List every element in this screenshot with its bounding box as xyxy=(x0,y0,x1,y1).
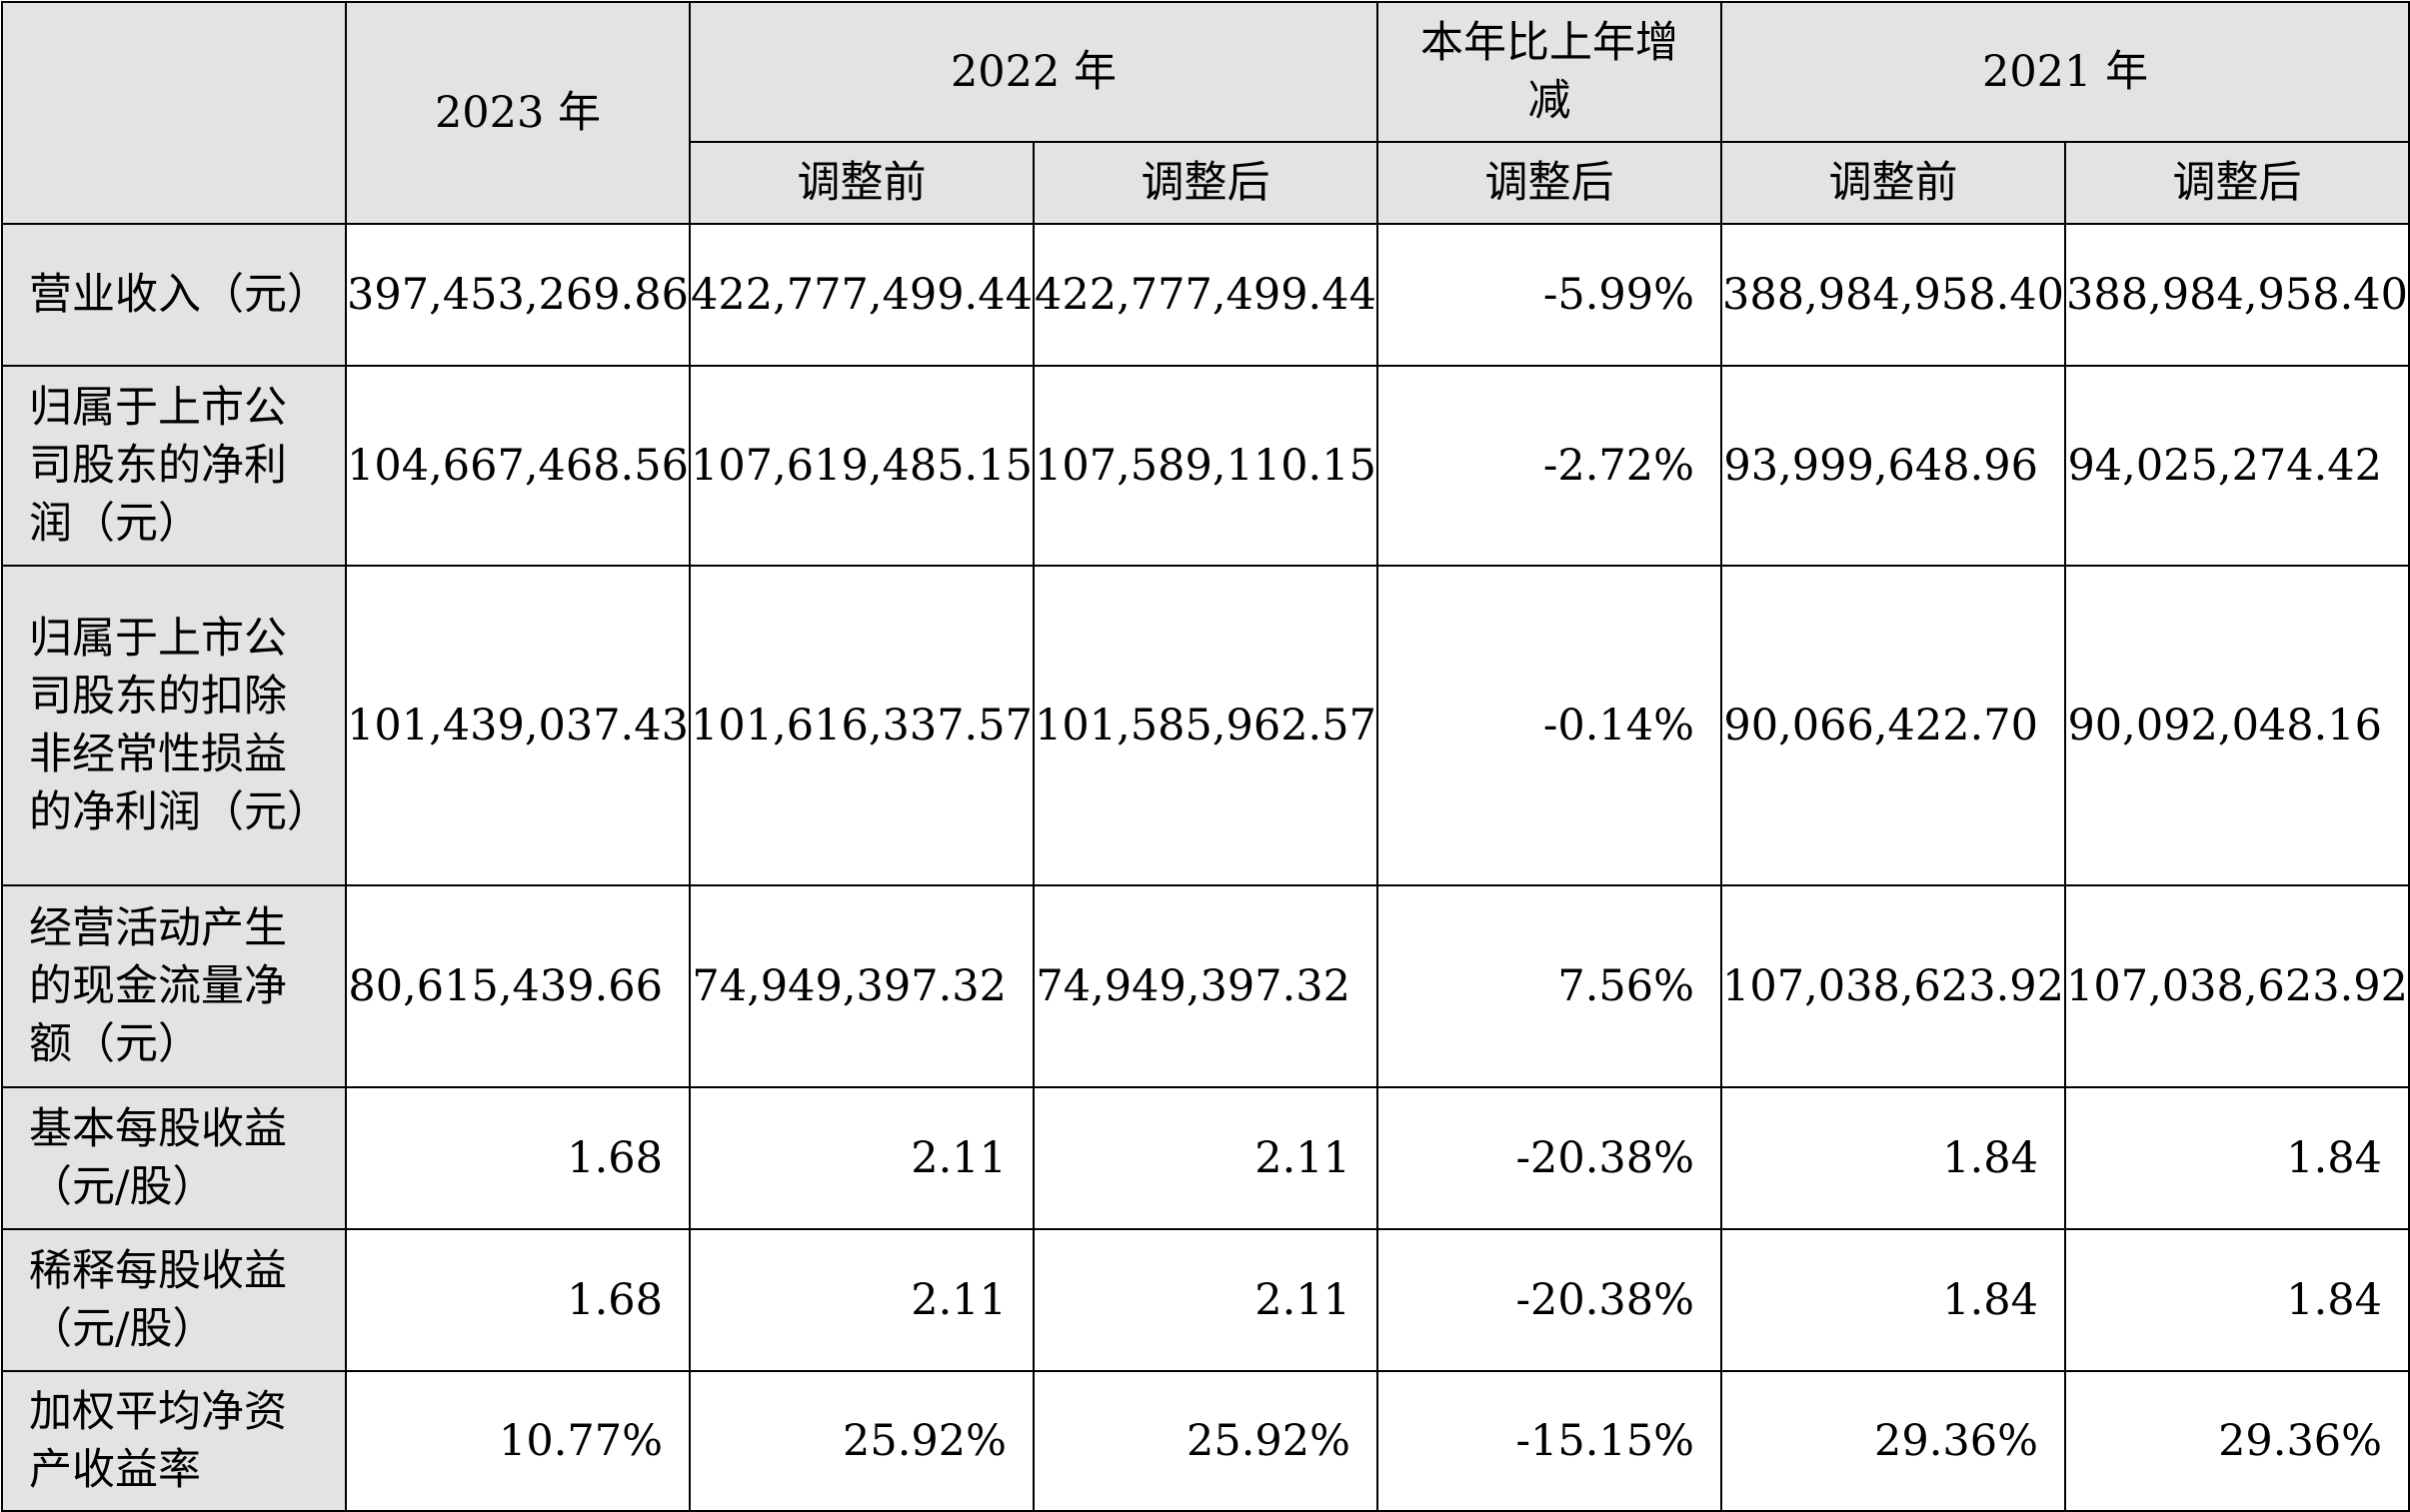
cell-2023: 1.68 xyxy=(345,1228,691,1372)
cell-2021-before: 93,999,648.96 xyxy=(1720,365,2067,567)
cell-2022-before: 2.11 xyxy=(689,1228,1035,1372)
header-2022: 2022 年 xyxy=(688,1,1379,143)
table-row: 归属于上市公司股东的扣除非经常性损益的净利润（元） 101,439,037.43… xyxy=(1,565,2410,886)
table-row: 加权平均净资产收益率 10.77% 25.92% 25.92% -15.15% … xyxy=(1,1370,2410,1512)
header-change-after: 调整后 xyxy=(1376,141,1723,225)
cell-2021-before: 388,984,958.40 xyxy=(1720,223,2067,367)
row-label: 基本每股收益（元/股） xyxy=(1,1086,347,1230)
cell-2022-after: 422,777,499.44 xyxy=(1032,223,1379,367)
table-row: 营业收入（元） 397,453,269.86 422,777,499.44 42… xyxy=(1,223,2410,367)
cell-2023: 104,667,468.56 xyxy=(345,365,691,567)
header-2022-before: 调整前 xyxy=(689,141,1035,225)
header-row-years: 2023 年 2022 年 本年比上年增减 2021 年 xyxy=(1,1,2410,225)
header-2022-after: 调整后 xyxy=(1032,141,1379,225)
header-2021-before: 调整前 xyxy=(1720,141,2067,225)
cell-2022-before: 25.92% xyxy=(689,1370,1035,1512)
cell-2021-before: 107,038,623.92 xyxy=(1720,884,2067,1088)
cell-2021-before: 90,066,422.70 xyxy=(1720,565,2067,886)
cell-2021-before: 29.36% xyxy=(1720,1370,2067,1512)
cell-2021-after: 107,038,623.92 xyxy=(2064,884,2410,1088)
cell-2021-after: 1.84 xyxy=(2064,1086,2410,1230)
cell-2022-after: 107,589,110.15 xyxy=(1032,365,1379,567)
cell-2023: 80,615,439.66 xyxy=(345,884,691,1088)
row-label: 营业收入（元） xyxy=(1,223,347,367)
cell-2021-after: 1.84 xyxy=(2064,1228,2410,1372)
cell-change: -2.72% xyxy=(1376,365,1723,567)
header-2021: 2021 年 xyxy=(1720,1,2410,143)
cell-2023: 397,453,269.86 xyxy=(345,223,691,367)
cell-2023: 10.77% xyxy=(345,1370,691,1512)
cell-change: -0.14% xyxy=(1376,565,1723,886)
cell-2022-after: 74,949,397.32 xyxy=(1032,884,1379,1088)
cell-2023: 1.68 xyxy=(345,1086,691,1230)
cell-2022-before: 74,949,397.32 xyxy=(689,884,1035,1088)
cell-change: 7.56% xyxy=(1376,884,1723,1088)
cell-change: -20.38% xyxy=(1376,1086,1723,1230)
cell-2022-after: 2.11 xyxy=(1032,1086,1379,1230)
cell-2022-after: 25.92% xyxy=(1032,1370,1379,1512)
cell-2021-before: 1.84 xyxy=(1720,1086,2067,1230)
cell-2021-before: 1.84 xyxy=(1720,1228,2067,1372)
row-label: 归属于上市公司股东的扣除非经常性损益的净利润（元） xyxy=(1,565,347,886)
cell-change: -15.15% xyxy=(1376,1370,1723,1512)
table-row: 基本每股收益（元/股） 1.68 2.11 2.11 -20.38% 1.84 … xyxy=(1,1086,2410,1230)
table-row: 经营活动产生的现金流量净额（元） 80,615,439.66 74,949,39… xyxy=(1,884,2410,1088)
cell-change: -20.38% xyxy=(1376,1228,1723,1372)
header-row-adjust: 调整前 调整后 调整后 调整前 调整后 xyxy=(2,141,2410,225)
table-row: 稀释每股收益（元/股） 1.68 2.11 2.11 -20.38% 1.84 … xyxy=(1,1228,2410,1372)
corner-cell xyxy=(1,1,347,225)
cell-2022-before: 101,616,337.57 xyxy=(689,565,1035,886)
cell-2021-after: 94,025,274.42 xyxy=(2064,365,2410,567)
table-row: 归属于上市公司股东的净利润（元） 104,667,468.56 107,619,… xyxy=(1,365,2410,567)
row-label: 稀释每股收益（元/股） xyxy=(1,1228,347,1372)
row-label: 经营活动产生的现金流量净额（元） xyxy=(1,884,347,1088)
cell-2022-after: 2.11 xyxy=(1032,1228,1379,1372)
cell-2022-before: 2.11 xyxy=(689,1086,1035,1230)
cell-2021-after: 29.36% xyxy=(2064,1370,2410,1512)
cell-2021-after: 388,984,958.40 xyxy=(2064,223,2410,367)
cell-2023: 101,439,037.43 xyxy=(345,565,691,886)
cell-change: -5.99% xyxy=(1376,223,1723,367)
header-2021-after: 调整后 xyxy=(2064,141,2410,225)
cell-2022-before: 422,777,499.44 xyxy=(689,223,1035,367)
cell-2022-before: 107,619,485.15 xyxy=(689,365,1035,567)
row-label: 归属于上市公司股东的净利润（元） xyxy=(1,365,347,567)
header-2023: 2023 年 xyxy=(345,1,691,225)
header-change: 本年比上年增减 xyxy=(1376,1,1723,143)
cell-2021-after: 90,092,048.16 xyxy=(2064,565,2410,886)
cell-2022-after: 101,585,962.57 xyxy=(1032,565,1379,886)
row-label: 加权平均净资产收益率 xyxy=(1,1370,347,1512)
